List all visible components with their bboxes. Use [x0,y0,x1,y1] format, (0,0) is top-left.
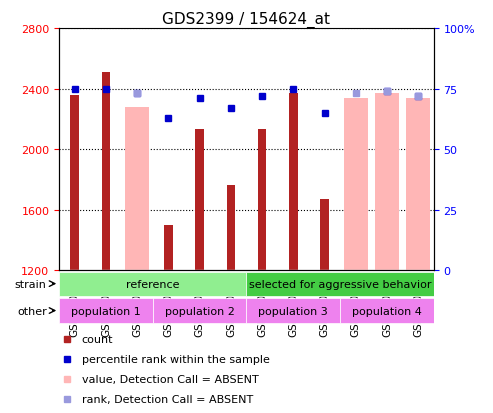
Text: population 1: population 1 [71,306,141,316]
Bar [344,98,368,271]
Bar [102,73,110,271]
Text: population 4: population 4 [352,306,422,316]
FancyBboxPatch shape [153,299,246,323]
Text: other: other [17,306,47,316]
FancyBboxPatch shape [59,272,246,296]
Bar [320,199,329,271]
Text: count: count [82,334,113,344]
Text: reference: reference [126,279,179,289]
Text: population 2: population 2 [165,306,235,316]
FancyBboxPatch shape [59,299,153,323]
Bar [226,186,235,271]
Bar [289,94,298,271]
Text: percentile rank within the sample: percentile rank within the sample [82,354,270,364]
Bar [258,130,267,271]
Title: GDS2399 / 154624_at: GDS2399 / 154624_at [163,12,330,28]
Text: value, Detection Call = ABSENT: value, Detection Call = ABSENT [82,374,258,384]
Bar [125,107,149,271]
Bar [70,95,79,271]
Bar [164,225,173,271]
Bar [375,94,399,271]
Text: rank, Detection Call = ABSENT: rank, Detection Call = ABSENT [82,394,253,404]
Text: population 3: population 3 [258,306,328,316]
Text: selected for aggressive behavior: selected for aggressive behavior [249,279,431,289]
FancyBboxPatch shape [246,299,340,323]
Bar [195,130,204,271]
FancyBboxPatch shape [340,299,434,323]
FancyBboxPatch shape [246,272,434,296]
Text: strain: strain [15,279,47,289]
Bar [406,98,430,271]
